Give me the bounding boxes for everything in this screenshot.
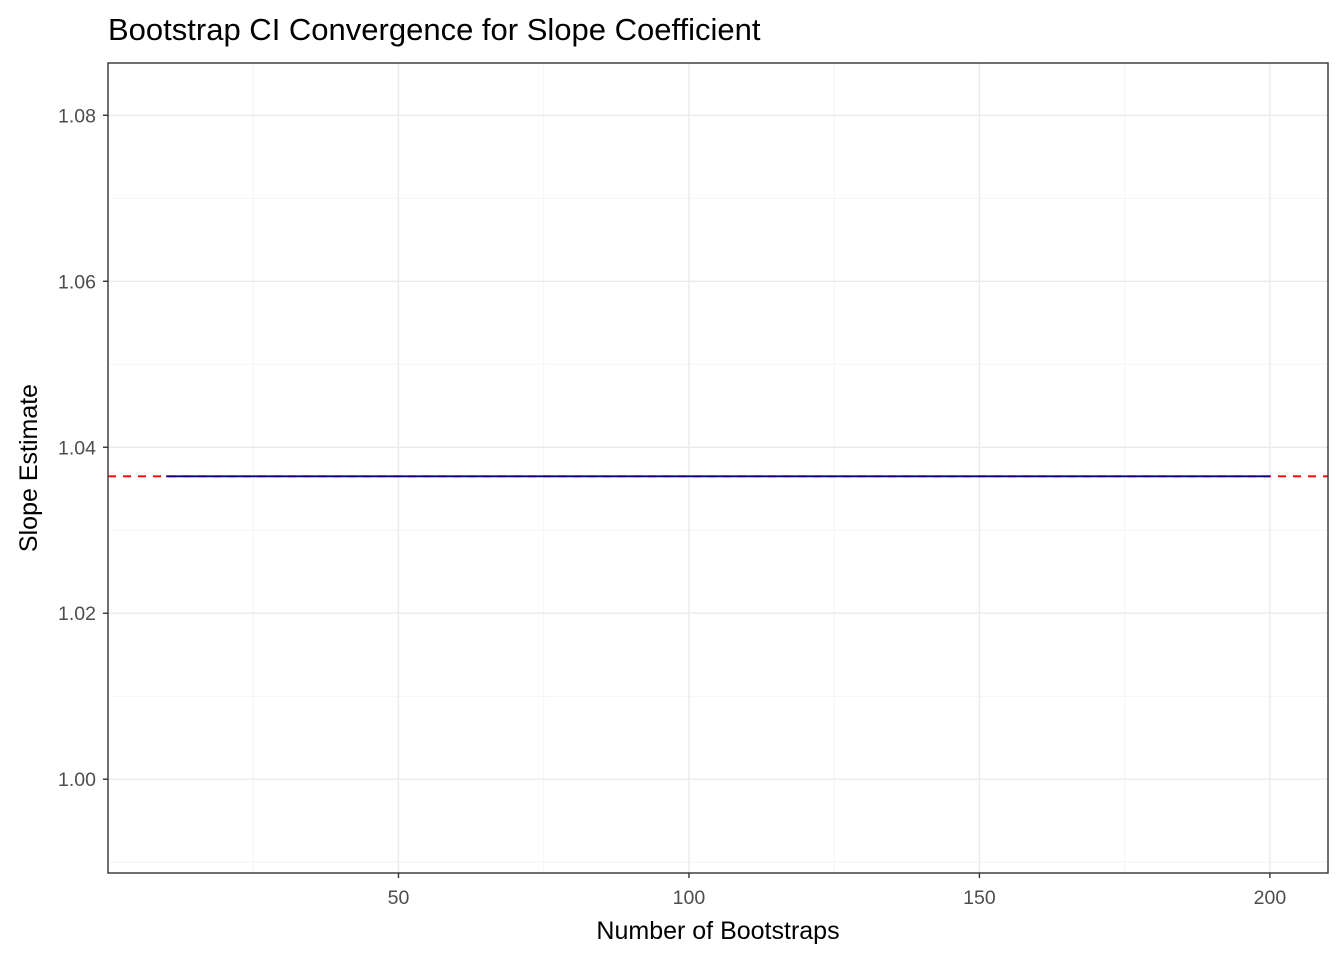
major-y-gridlines — [108, 114, 1328, 780]
y-tick-label: 1.08 — [58, 105, 96, 127]
y-axis: 1.00 1.02 1.04 1.06 1.08 — [58, 105, 108, 791]
chart-title: Bootstrap CI Convergence for Slope Coeff… — [108, 12, 761, 47]
y-axis-title: Slope Estimate — [15, 384, 43, 552]
x-tick-label: 100 — [673, 887, 706, 909]
panel-border — [107, 62, 1329, 874]
y-tick-label: 1.00 — [58, 769, 96, 791]
y-tick-label: 1.04 — [58, 437, 96, 459]
y-tick-label: 1.02 — [58, 603, 96, 625]
x-tick-label: 50 — [388, 887, 410, 909]
major-x-gridlines — [397, 63, 1271, 873]
minor-y-gridlines — [108, 197, 1328, 863]
x-tick-label: 200 — [1254, 887, 1287, 909]
x-axis-title: Number of Bootstraps — [596, 917, 839, 945]
y-tick-label: 1.06 — [58, 271, 96, 293]
minor-x-gridlines — [252, 63, 1126, 873]
x-tick-label: 150 — [963, 887, 996, 909]
x-axis: 50 100 150 200 — [388, 873, 1287, 909]
